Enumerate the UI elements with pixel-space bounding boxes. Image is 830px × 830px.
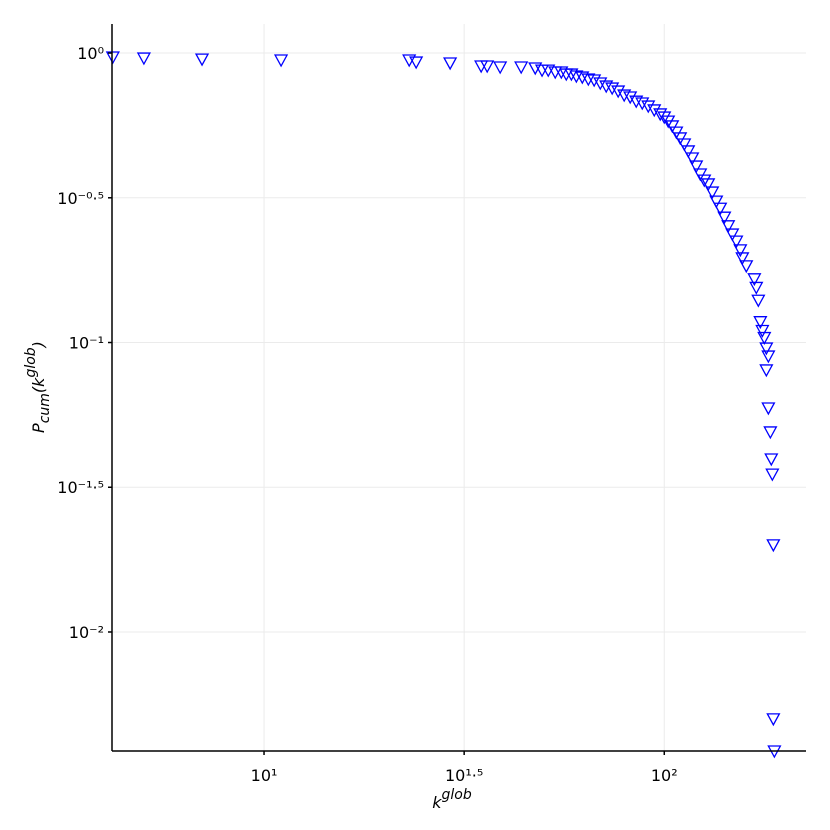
y-tick-label: 10⁻¹ (69, 334, 104, 353)
point (757, 331, 772, 345)
point (105, 51, 120, 65)
point (759, 342, 774, 356)
point (653, 108, 668, 122)
point (755, 324, 770, 338)
point (685, 152, 700, 166)
point (564, 68, 579, 82)
point (747, 273, 762, 287)
point (554, 66, 569, 80)
y-label-sup: glob (23, 347, 39, 377)
point (705, 186, 720, 200)
point (443, 57, 458, 71)
point (273, 54, 289, 68)
point (641, 100, 656, 114)
point (587, 74, 602, 88)
point (749, 281, 764, 295)
point (611, 85, 626, 99)
point (766, 713, 781, 727)
point (689, 160, 704, 174)
point (665, 120, 680, 134)
point (761, 402, 776, 416)
y-label-end: ) (29, 341, 48, 348)
point (765, 468, 780, 482)
y-label-sub: cum (37, 393, 53, 423)
point (493, 61, 508, 75)
point (657, 111, 672, 125)
point (514, 61, 529, 75)
point (593, 77, 608, 91)
point (697, 174, 712, 188)
point (194, 53, 210, 67)
point (733, 244, 748, 258)
point (635, 97, 650, 111)
point (717, 211, 732, 225)
points (105, 51, 782, 759)
point (534, 64, 550, 78)
point (751, 294, 766, 308)
point (599, 80, 614, 94)
y-label-base: P (29, 423, 48, 433)
point (605, 82, 620, 96)
point (764, 453, 779, 467)
point (575, 71, 590, 85)
point (729, 235, 744, 249)
point (725, 228, 740, 242)
point (739, 260, 754, 274)
x-tick-label: 10¹·⁵ (445, 766, 483, 785)
point (677, 138, 692, 152)
y-label-mid: (k (29, 377, 48, 393)
point (681, 145, 696, 159)
point (617, 89, 632, 103)
x-label-base: k (432, 793, 442, 812)
point (763, 426, 778, 440)
point (709, 195, 724, 209)
y-tick-label: 10⁻¹·⁵ (57, 478, 104, 497)
point (713, 202, 728, 216)
grid (112, 24, 806, 751)
point (474, 60, 489, 74)
point (136, 52, 151, 66)
point (761, 350, 776, 364)
point (409, 56, 424, 70)
y-tick-label: 10⁻⁰·⁵ (57, 189, 104, 208)
point (759, 364, 774, 378)
point (629, 95, 644, 109)
point (701, 178, 716, 192)
point (647, 104, 662, 118)
point (753, 316, 768, 330)
x-label-sup: glob (442, 787, 472, 803)
y-tick-label: 10⁰ (77, 44, 104, 63)
x-tick-label: 10¹ (251, 766, 278, 785)
point (623, 91, 638, 105)
point (661, 115, 676, 129)
y-axis-label: Pcum(kglob) (23, 341, 53, 433)
point (735, 252, 750, 266)
x-tick-label: 10² (651, 766, 678, 785)
point (721, 220, 736, 234)
point (480, 60, 495, 74)
y-tick-label: 10⁻² (69, 623, 104, 642)
point (766, 539, 781, 553)
x-axis-label: kglob (432, 787, 472, 812)
